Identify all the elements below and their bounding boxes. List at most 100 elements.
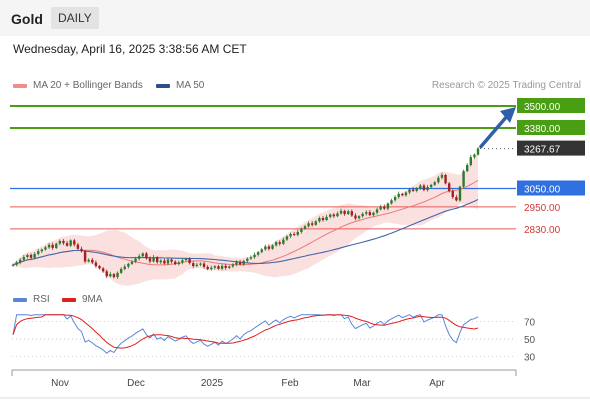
candle-body: [401, 193, 404, 196]
candle-body: [188, 258, 191, 264]
candle-body: [307, 223, 310, 227]
candle-body: [44, 247, 47, 250]
candle-body: [296, 231, 299, 235]
candle-body: [318, 218, 321, 222]
candle-body: [408, 189, 411, 193]
candle-body: [390, 200, 393, 204]
candle-body: [393, 196, 397, 201]
candle-body: [282, 239, 285, 244]
candle-body: [267, 246, 271, 249]
candle-body: [278, 242, 281, 244]
projection-arrow-head: [500, 107, 516, 123]
candle-body: [33, 253, 36, 258]
rsi-tick-label: 30: [524, 352, 536, 363]
candle-body: [163, 260, 166, 264]
candle-body: [473, 154, 476, 158]
level-label-pivot: 3050.00: [524, 185, 561, 196]
candle-body: [444, 174, 447, 184]
candle-body: [91, 259, 94, 263]
candle-body: [375, 209, 379, 213]
candle-body: [94, 262, 98, 267]
level-label-support: 2950.00: [524, 203, 561, 214]
candle-body: [112, 274, 116, 278]
candle-body: [260, 249, 263, 253]
rsi-line: [12, 314, 479, 354]
candle-body: [148, 258, 152, 262]
candle-body: [119, 268, 123, 273]
candle-body: [325, 216, 328, 221]
candle-body: [109, 274, 112, 277]
ma20-line: [12, 179, 479, 266]
candle-body: [80, 248, 83, 252]
candle-body: [174, 261, 177, 265]
candle-body: [361, 213, 364, 217]
candle-body: [437, 177, 440, 183]
legend-ma20-label: MA 20 + Bollinger Bands: [33, 80, 143, 91]
candle-body: [40, 249, 44, 252]
candle-body: [76, 244, 80, 249]
candle-body: [51, 244, 54, 248]
candle-body: [264, 246, 267, 250]
legend-ma50: MA 50: [156, 80, 204, 91]
candle-body: [404, 192, 408, 196]
datetime-label: Wednesday, April 16, 2025 3:38:56 AM CET: [13, 42, 247, 56]
candle-body: [274, 242, 278, 246]
candle-body: [29, 254, 33, 258]
candle-body: [285, 236, 289, 240]
candle-body: [26, 254, 29, 258]
candle-body: [415, 188, 418, 191]
candle-body: [166, 259, 170, 264]
candle-body: [397, 193, 400, 197]
x-month-label: 2025: [201, 378, 224, 389]
candle-body: [217, 266, 220, 269]
candle-body: [177, 262, 181, 265]
legend-rsi-label: RSI: [33, 294, 50, 305]
candle-body: [246, 258, 249, 261]
candle-body: [455, 197, 458, 201]
candle-body: [292, 233, 296, 235]
rsi-ma-line: [12, 314, 479, 349]
candle-body: [87, 259, 90, 262]
candle-body: [65, 243, 69, 246]
candle-body: [426, 187, 429, 191]
level-label-resistance: 3380.00: [524, 124, 561, 135]
level-box-pivot: [517, 180, 585, 196]
candle-body: [256, 252, 260, 255]
candle-body: [69, 240, 72, 246]
candle-body: [447, 183, 451, 192]
candle-body: [37, 251, 40, 254]
candle-body: [242, 260, 245, 265]
candle-body: [127, 263, 130, 267]
candle-body: [170, 259, 173, 262]
candle-body: [137, 256, 141, 259]
ma50-swatch: [156, 83, 170, 88]
candle-body: [184, 258, 188, 261]
candle-body: [192, 263, 195, 267]
timeframe-button[interactable]: DAILY: [51, 7, 99, 29]
candle-body: [224, 265, 227, 268]
candle-body: [235, 262, 238, 265]
candle-body: [458, 186, 462, 201]
candle-body: [58, 240, 62, 244]
candle-body: [386, 203, 390, 209]
candle-body: [11, 264, 15, 266]
legend-ma20: MA 20 + Bollinger Bands: [13, 80, 143, 91]
candle-body: [238, 262, 242, 265]
candle-body: [141, 253, 144, 257]
level-label-support: 2830.00: [524, 225, 561, 236]
x-month-label: Apr: [429, 378, 445, 389]
candle-body: [336, 213, 339, 217]
candle-body: [47, 244, 51, 248]
candle-body: [105, 271, 108, 277]
candle-body: [347, 211, 350, 214]
ma20-swatch: [13, 83, 27, 88]
candle-body: [19, 259, 22, 263]
candle-body: [365, 212, 368, 214]
candle-body: [15, 262, 18, 265]
candle-body: [300, 228, 303, 232]
candle-body: [130, 261, 134, 264]
candle-body: [73, 240, 76, 245]
x-month-label: Feb: [281, 378, 299, 389]
candle-body: [469, 157, 472, 166]
